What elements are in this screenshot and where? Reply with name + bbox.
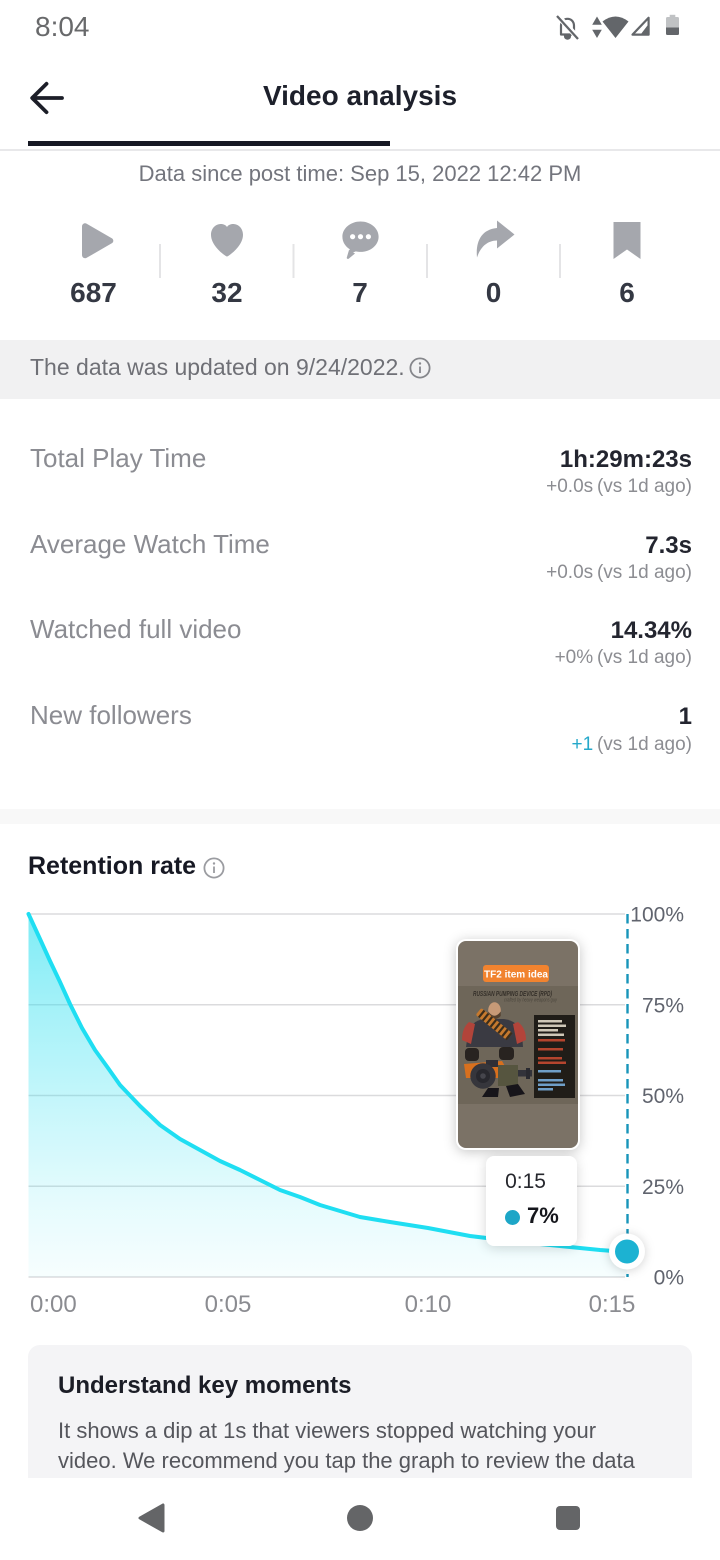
svg-text:0:15: 0:15 — [589, 1291, 636, 1318]
svg-text:0:05: 0:05 — [205, 1291, 252, 1318]
svg-text:75%: 75% — [642, 994, 684, 1017]
svg-text:RUSSIAN PUMPING DEVICE (RPD): RUSSIAN PUMPING DEVICE (RPD) — [473, 989, 552, 998]
svg-text:25%: 25% — [642, 1176, 684, 1199]
svg-text:0:10: 0:10 — [405, 1291, 452, 1318]
svg-text:0:00: 0:00 — [30, 1291, 77, 1318]
svg-text:100%: 100% — [630, 904, 684, 927]
svg-text:0%: 0% — [654, 1267, 684, 1290]
svg-text:50%: 50% — [642, 1085, 684, 1108]
svg-text:TF2 item idea: TF2 item idea — [484, 970, 548, 981]
svg-text:crafted by heavy weapons guy: crafted by heavy weapons guy — [504, 998, 557, 1004]
